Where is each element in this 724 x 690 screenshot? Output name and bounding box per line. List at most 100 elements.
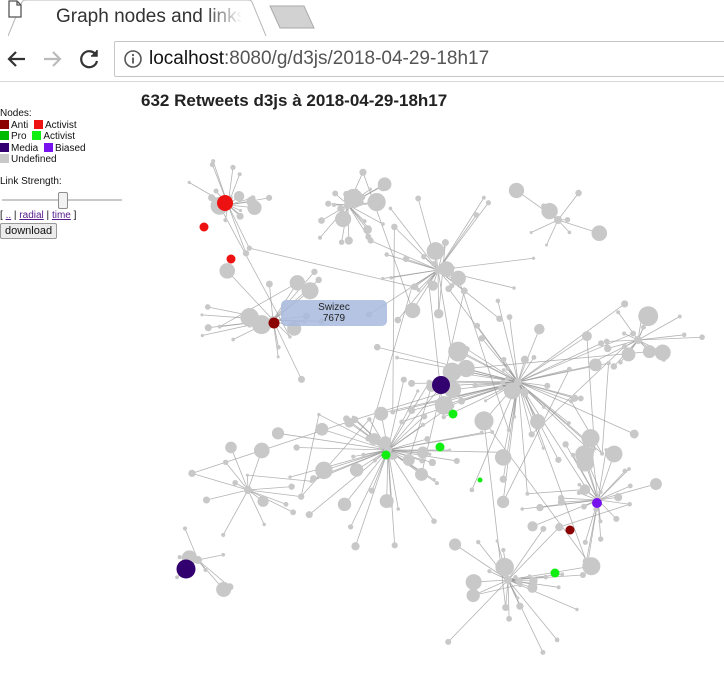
graph-node[interactable] [495,298,501,304]
graph-node[interactable] [448,538,462,551]
graph-node[interactable] [424,436,431,442]
graph-node[interactable] [621,347,636,362]
graph-node[interactable] [368,433,380,445]
graph-node[interactable] [358,193,366,201]
graph-node[interactable] [544,382,551,389]
graph-node[interactable] [247,322,253,328]
graph-node[interactable] [638,315,645,321]
graph-node[interactable] [591,360,596,365]
graph-node[interactable] [448,341,469,362]
graph-node[interactable] [221,532,226,538]
graph-node[interactable] [621,343,628,350]
graph-node[interactable] [365,435,372,442]
graph-node[interactable] [276,345,281,350]
graph-node[interactable] [420,413,428,420]
graph-node[interactable] [431,261,437,267]
graph-node[interactable] [517,581,523,588]
graph-node[interactable] [415,195,422,202]
graph-node[interactable] [499,475,507,483]
network-graph[interactable] [138,110,724,690]
graph-node[interactable] [472,382,478,389]
radial-layout-link[interactable]: radial [19,210,44,221]
graph-node[interactable] [483,399,488,403]
reload-icon[interactable] [75,45,103,73]
graph-node[interactable] [432,478,436,482]
graph-node[interactable] [479,430,484,435]
graph-node[interactable] [265,280,273,288]
graph-node[interactable] [627,501,632,507]
graph-node[interactable] [344,236,353,245]
graph-node[interactable] [618,360,623,365]
graph-node[interactable] [534,323,545,335]
graph-node[interactable] [506,615,513,622]
graph-node[interactable] [542,405,546,409]
graph-node[interactable] [445,638,452,645]
graph-node[interactable] [238,208,243,213]
graph-node[interactable] [373,343,381,351]
graph-node[interactable] [395,355,399,360]
graph-node[interactable] [408,379,416,387]
graph-node[interactable] [606,360,611,366]
graph-node[interactable] [567,230,572,235]
graph-node[interactable] [318,217,325,224]
graph-node[interactable] [512,286,516,290]
graph-node[interactable] [226,583,234,591]
graph-node[interactable] [390,452,398,460]
graph-node[interactable] [699,334,705,341]
graph-node[interactable] [478,335,486,342]
graph-node[interactable] [629,429,639,439]
graph-node[interactable] [356,199,364,206]
graph-node[interactable] [442,362,462,382]
graph-node[interactable] [368,187,372,191]
graph-node[interactable] [627,483,633,489]
graph-node[interactable] [288,483,295,490]
graph-node[interactable] [566,366,572,372]
graph-node[interactable] [362,219,367,224]
graph-node[interactable] [598,519,603,524]
graph-node[interactable] [441,239,449,247]
graph-node[interactable] [494,449,512,466]
graph-node[interactable] [343,415,350,423]
graph-node[interactable] [297,493,305,500]
graph-node[interactable] [388,206,393,211]
graph-node[interactable] [557,498,565,506]
graph-node[interactable] [525,491,530,496]
anti-node[interactable] [565,525,575,535]
graph-node[interactable] [536,503,544,512]
graph-hub-node[interactable] [514,378,522,386]
graph-node[interactable] [613,515,620,522]
graph-node[interactable] [415,467,428,481]
graph-node[interactable] [242,250,250,257]
graph-node[interactable] [531,256,536,260]
graph-node[interactable] [466,588,480,603]
graph-node[interactable] [496,495,510,509]
graph-node[interactable] [431,518,437,524]
graph-node[interactable] [188,469,196,477]
graph-node[interactable] [367,417,372,422]
graph-node[interactable] [506,428,511,432]
graph-hub-node[interactable] [504,576,512,584]
graph-node[interactable] [476,539,481,545]
graph-node[interactable] [450,270,466,286]
graph-node[interactable] [570,394,579,402]
graph-node[interactable] [543,574,549,580]
graph-node[interactable] [501,368,506,372]
graph-node[interactable] [502,603,510,611]
graph-node[interactable] [593,506,599,512]
graph-node[interactable] [343,190,350,198]
anti-activist-node[interactable] [199,222,209,232]
graph-node[interactable] [257,495,269,507]
graph-node[interactable] [288,335,292,339]
graph-node[interactable] [200,333,205,338]
graph-node[interactable] [250,195,256,201]
graph-node[interactable] [540,649,546,655]
graph-node[interactable] [453,457,460,464]
graph-node[interactable] [315,276,322,284]
graph-node[interactable] [481,195,486,200]
graph-node[interactable] [501,450,506,455]
graph-node[interactable] [426,242,445,260]
graph-node[interactable] [560,572,565,577]
graph-node[interactable] [598,340,605,347]
graph-node[interactable] [434,396,454,415]
graph-hub-node[interactable] [194,556,202,564]
